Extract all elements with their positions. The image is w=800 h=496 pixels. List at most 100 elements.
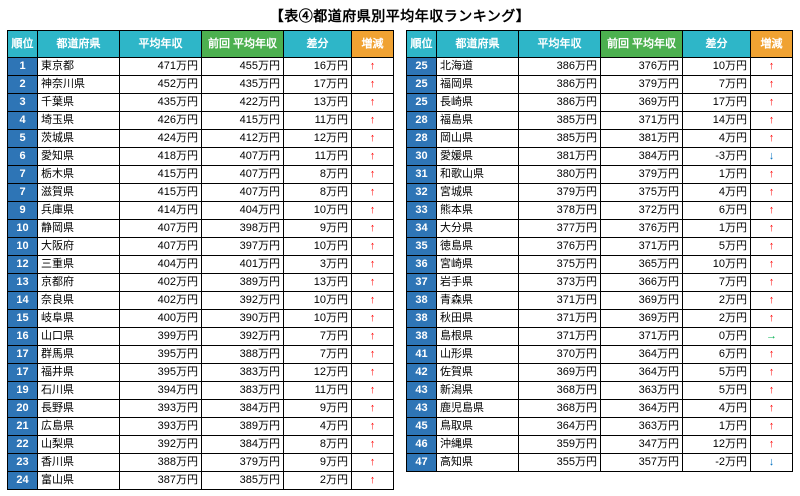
prefecture-cell: 沖縄県 <box>436 435 519 454</box>
prev-income-cell: 371万円 <box>600 327 683 346</box>
prefecture-cell: 島根県 <box>436 327 519 346</box>
trend-arrow-icon: ↑ <box>750 309 793 328</box>
rank-cell: 16 <box>7 327 38 346</box>
avg-income-cell: 368万円 <box>518 381 601 400</box>
rank-cell: 25 <box>406 75 437 94</box>
avg-income-cell: 426万円 <box>119 111 202 130</box>
prefecture-cell: 大阪府 <box>37 237 120 256</box>
table-row: 33 熊本県 378万円 372万円 6万円 ↑ <box>406 201 793 220</box>
diff-cell: 11万円 <box>283 381 352 400</box>
diff-cell: 4万円 <box>283 417 352 436</box>
prev-income-cell: 371万円 <box>600 111 683 130</box>
prefecture-cell: 和歌山県 <box>436 165 519 184</box>
trend-arrow-icon: ↑ <box>750 129 793 148</box>
table-row: 9 兵庫県 414万円 404万円 10万円 ↑ <box>7 201 394 220</box>
prefecture-cell: 滋賀県 <box>37 183 120 202</box>
avg-income-cell: 452万円 <box>119 75 202 94</box>
table-row: 35 徳島県 376万円 371万円 5万円 ↑ <box>406 237 793 256</box>
avg-income-cell: 379万円 <box>518 183 601 202</box>
avg-income-cell: 375万円 <box>518 255 601 274</box>
table-row: 45 鳥取県 364万円 363万円 1万円 ↑ <box>406 417 793 436</box>
prev-income-cell: 422万円 <box>201 93 284 112</box>
rank-cell: 41 <box>406 345 437 364</box>
prefecture-cell: 千葉県 <box>37 93 120 112</box>
avg-income-cell: 392万円 <box>119 435 202 454</box>
diff-cell: 5万円 <box>682 381 751 400</box>
prev-income-cell: 435万円 <box>201 75 284 94</box>
trend-arrow-icon: ↑ <box>351 381 394 400</box>
rank-cell: 34 <box>406 219 437 238</box>
trend-arrow-icon: ↑ <box>351 471 394 490</box>
trend-arrow-icon: ↑ <box>750 363 793 382</box>
prefecture-cell: 宮城県 <box>436 183 519 202</box>
trend-arrow-icon: ↑ <box>351 453 394 472</box>
diff-cell: 4万円 <box>682 183 751 202</box>
avg-income-cell: 404万円 <box>119 255 202 274</box>
trend-arrow-icon: ↑ <box>750 183 793 202</box>
prev-income-cell: 371万円 <box>600 237 683 256</box>
diff-cell: 9万円 <box>283 453 352 472</box>
trend-arrow-icon: ↑ <box>750 381 793 400</box>
trend-arrow-icon: ↑ <box>351 111 394 130</box>
prev-income-cell: 385万円 <box>201 471 284 490</box>
prefecture-cell: 福岡県 <box>436 75 519 94</box>
table-row: 38 島根県 371万円 371万円 0万円 → <box>406 327 793 346</box>
diff-cell: 13万円 <box>283 273 352 292</box>
prev-income-cell: 384万円 <box>201 399 284 418</box>
avg-income-cell: 393万円 <box>119 417 202 436</box>
trend-arrow-icon: ↑ <box>351 255 394 274</box>
prefecture-cell: 佐賀県 <box>436 363 519 382</box>
avg-income-cell: 424万円 <box>119 129 202 148</box>
prev-income-cell: 407万円 <box>201 165 284 184</box>
table-row: 47 高知県 355万円 357万円 -2万円 ↓ <box>406 453 793 472</box>
rank-cell: 23 <box>7 453 38 472</box>
diff-cell: 10万円 <box>283 237 352 256</box>
table-row: 25 長崎県 386万円 369万円 17万円 ↑ <box>406 93 793 112</box>
prev-income-cell: 363万円 <box>600 381 683 400</box>
trend-arrow-icon: ↑ <box>351 237 394 256</box>
diff-cell: 6万円 <box>682 201 751 220</box>
prefecture-cell: 群馬県 <box>37 345 120 364</box>
rank-cell: 10 <box>7 219 38 238</box>
rank-cell: 13 <box>7 273 38 292</box>
prev-income-cell: 379万円 <box>600 165 683 184</box>
trend-arrow-icon: ↑ <box>750 291 793 310</box>
rank-column-header: 順位 <box>406 30 437 58</box>
prefecture-cell: 長野県 <box>37 399 120 418</box>
rank-cell: 7 <box>7 165 38 184</box>
avg-income-cell: 407万円 <box>119 237 202 256</box>
diff-cell: 10万円 <box>283 309 352 328</box>
diff-cell: 6万円 <box>682 345 751 364</box>
prefecture-cell: 東京都 <box>37 57 120 76</box>
table-row: 17 群馬県 395万円 388万円 7万円 ↑ <box>7 345 394 364</box>
table-row: 2 神奈川県 452万円 435万円 17万円 ↑ <box>7 75 394 94</box>
prev-income-cell: 407万円 <box>201 183 284 202</box>
diff-cell: 2万円 <box>682 291 751 310</box>
table-row: 22 山梨県 392万円 384万円 8万円 ↑ <box>7 435 394 454</box>
prefecture-cell: 奈良県 <box>37 291 120 310</box>
table-row: 5 茨城県 424万円 412万円 12万円 ↑ <box>7 129 394 148</box>
diff-cell: 2万円 <box>283 471 352 490</box>
avg-income-column-header: 平均年収 <box>119 30 202 58</box>
table-row: 31 和歌山県 380万円 379万円 1万円 ↑ <box>406 165 793 184</box>
avg-income-cell: 407万円 <box>119 219 202 238</box>
avg-income-cell: 371万円 <box>518 327 601 346</box>
diff-cell: 10万円 <box>283 291 352 310</box>
prefecture-cell: 岡山県 <box>436 129 519 148</box>
rank-cell: 38 <box>406 291 437 310</box>
prev-income-cell: 384万円 <box>600 147 683 166</box>
rank-cell: 10 <box>7 237 38 256</box>
diff-cell: 10万円 <box>682 57 751 76</box>
prev-income-cell: 369万円 <box>600 309 683 328</box>
table-row: 25 福岡県 386万円 379万円 7万円 ↑ <box>406 75 793 94</box>
diff-column-header: 差分 <box>682 30 751 58</box>
trend-arrow-icon: ↑ <box>351 183 394 202</box>
page-title: 【表④都道府県別平均年収ランキング】 <box>269 8 531 24</box>
prev-income-cell: 379万円 <box>201 453 284 472</box>
table-row: 34 大分県 377万円 376万円 1万円 ↑ <box>406 219 793 238</box>
table-row: 32 宮城県 379万円 375万円 4万円 ↑ <box>406 183 793 202</box>
table-row: 46 沖縄県 359万円 347万円 12万円 ↑ <box>406 435 793 454</box>
prev-income-cell: 398万円 <box>201 219 284 238</box>
diff-cell: 3万円 <box>283 255 352 274</box>
